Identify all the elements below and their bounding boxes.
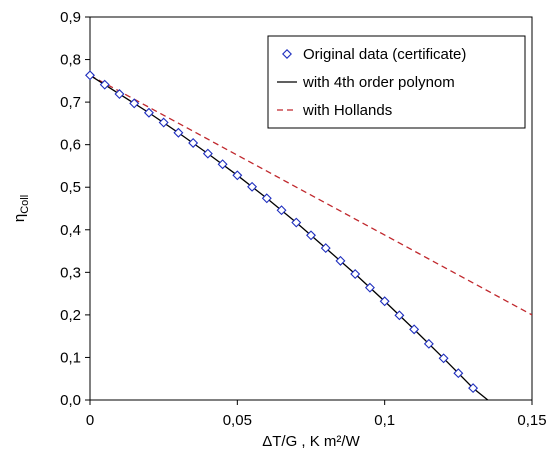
data-point [364,282,375,293]
data-point [129,98,140,109]
y-axis-title-subscript: Coll [19,195,31,214]
y-tick-label: 0,8 [60,52,81,69]
data-point [261,193,272,204]
legend-marker-original [282,49,292,59]
y-tick-label: 0,3 [60,264,81,281]
y-tick-label: 0,5 [60,179,81,196]
data-point [335,255,346,266]
data-point [114,89,125,100]
y-tick-label: 0,4 [60,222,81,239]
data-point [173,127,184,138]
legend-label-polynom: with 4th order polynom [302,74,455,91]
y-tick-label: 0,1 [60,349,81,366]
x-tick-label: 0,1 [374,412,395,429]
data-point [291,217,302,228]
y-tick-label: 0,0 [60,392,81,409]
data-point [409,324,420,335]
legend: Original data (certificate) with 4th ord… [267,35,526,129]
data-point [423,338,434,349]
data-point [350,269,361,280]
data-point [320,243,331,254]
plot-frame [89,16,533,401]
x-axis: 0 0,05 0,1 0,15 [86,400,547,429]
series-original-data [85,70,479,394]
legend-label-original: Original data (certificate) [303,46,466,63]
data-point [158,117,169,128]
data-point [468,383,479,394]
data-point [394,310,405,321]
legend-label-hollands: with Hollands [302,102,392,119]
data-point [306,230,316,241]
y-tick-label: 0,7 [60,94,81,111]
data-point [85,70,95,81]
data-point [438,353,449,364]
data-point [232,170,243,181]
x-tick-label: 0,05 [223,412,252,429]
data-point [247,181,258,192]
y-tick-label: 0,2 [60,307,81,324]
data-point [99,79,110,90]
hollands-line [90,74,532,316]
y-axis: 0,0 0,1 0,2 0,3 0,4 0,5 0,6 0,7 0,8 0,9 [60,9,90,409]
data-point [202,148,213,159]
data-point [453,368,464,379]
x-axis-title: ΔT/G , K m²/W [262,433,360,450]
series-hollands [90,74,532,316]
y-tick-label: 0,9 [60,9,81,26]
y-axis-title-main: η [11,214,28,222]
x-tick-label: 0 [86,412,94,429]
y-tick-label: 0,6 [60,137,81,154]
data-point [379,296,390,307]
data-point [188,137,199,148]
data-point [143,107,154,118]
x-tick-label: 0,15 [517,412,546,429]
plot-area [89,16,533,401]
legend-box [267,35,526,129]
y-axis-title: ηColl [11,195,31,222]
data-point [217,159,228,170]
data-point [276,205,287,216]
